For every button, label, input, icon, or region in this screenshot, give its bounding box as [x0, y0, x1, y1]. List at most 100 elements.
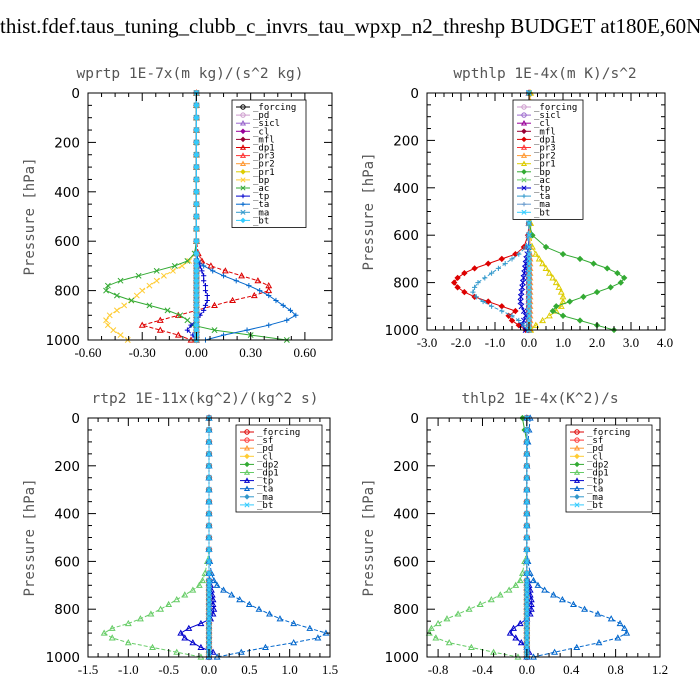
legend-box [565, 424, 653, 513]
x-tick-label: -3.0 [417, 335, 438, 350]
legend-marker [573, 444, 581, 451]
legend-label: _forcing [253, 103, 296, 113]
legend-label: _tp [257, 477, 273, 487]
data-point [594, 610, 602, 617]
data-point [197, 619, 205, 627]
legend-marker [240, 217, 246, 224]
data-point [228, 591, 236, 598]
x-tick-label: 0.60 [294, 345, 317, 360]
data-point [189, 586, 197, 593]
data-point [210, 605, 218, 612]
data-point [238, 272, 246, 279]
data-point [184, 317, 191, 324]
data-point [287, 307, 294, 313]
series-bp [103, 90, 200, 343]
legend-marker [239, 152, 247, 158]
data-point [206, 474, 212, 481]
legend-marker [521, 169, 527, 175]
data-point [557, 288, 565, 295]
data-point [206, 498, 212, 505]
data-point [206, 644, 212, 651]
data-point [532, 250, 540, 257]
data-point [485, 298, 492, 305]
data-point [520, 308, 527, 314]
y-axis-label: Pressure [hPa] [22, 157, 38, 275]
legend-box [512, 99, 584, 220]
x-tick-label: 0.30 [239, 345, 262, 360]
data-point [427, 624, 435, 631]
legend-marker [521, 185, 527, 191]
legend-label: _pr2 [534, 152, 556, 162]
data-point [174, 331, 182, 338]
data-point [499, 308, 505, 314]
data-point [199, 576, 206, 584]
data-point [206, 611, 212, 617]
legend-label: _forcing [534, 103, 577, 113]
data-point [206, 558, 212, 565]
data-point [519, 284, 526, 291]
data-point [526, 293, 532, 300]
data-point [156, 316, 164, 323]
y-tick-label: 1000 [46, 650, 80, 666]
data-point [185, 624, 193, 631]
data-point [482, 275, 488, 281]
y-axis-label: Pressure [hPa] [22, 478, 38, 596]
x-tick-label: -1.0 [485, 335, 506, 350]
data-point [512, 307, 519, 315]
x-tick-label: 1.0 [282, 662, 298, 677]
x-tick-label: -0.8 [428, 662, 449, 677]
x-tick-label: -1.0 [118, 662, 139, 677]
legend-label: _dp1 [253, 144, 275, 154]
data-point [471, 265, 478, 272]
data-point [555, 283, 563, 290]
data-point [542, 243, 550, 251]
data-point [266, 322, 272, 328]
data-point [523, 558, 530, 565]
data-point [104, 322, 111, 329]
data-point [276, 615, 284, 622]
legend-marker [520, 119, 528, 126]
data-point [545, 312, 553, 319]
data-point [557, 302, 565, 309]
legend-marker [240, 193, 246, 199]
y-tick-label: 200 [393, 133, 419, 149]
data-point [526, 232, 532, 239]
data-point [454, 610, 462, 617]
data-point [290, 639, 298, 646]
data-point [542, 264, 550, 271]
data-point [128, 297, 135, 304]
data-point [201, 278, 207, 284]
data-point [523, 615, 530, 622]
data-point [188, 322, 194, 328]
data-point [489, 303, 495, 309]
data-point [244, 327, 250, 333]
data-point [434, 619, 442, 627]
data-point [614, 634, 622, 641]
data-point [193, 151, 200, 158]
data-point [518, 289, 525, 296]
data-point [523, 570, 530, 577]
data-point [156, 326, 164, 333]
data-point [193, 200, 200, 208]
data-point [502, 261, 508, 267]
data-point [443, 615, 451, 622]
data-point [621, 274, 628, 282]
data-point [220, 586, 227, 593]
legend-label: _tp [587, 477, 603, 487]
data-point [526, 274, 532, 281]
data-point [206, 426, 212, 433]
data-point [193, 114, 200, 121]
data-point [186, 258, 193, 264]
data-point [146, 302, 153, 309]
data-point [171, 262, 178, 269]
data-point [106, 312, 113, 319]
legend-box [235, 424, 323, 513]
legend-label: _bt [587, 501, 603, 511]
data-point [193, 250, 200, 257]
data-point [193, 176, 200, 183]
chart-panel-3: rtp2 1E-11x(kg^2)/(kg^2 s) Pressure [hPa]… [22, 391, 338, 677]
data-point [516, 317, 522, 324]
data-point [510, 624, 517, 631]
data-point [206, 606, 212, 613]
